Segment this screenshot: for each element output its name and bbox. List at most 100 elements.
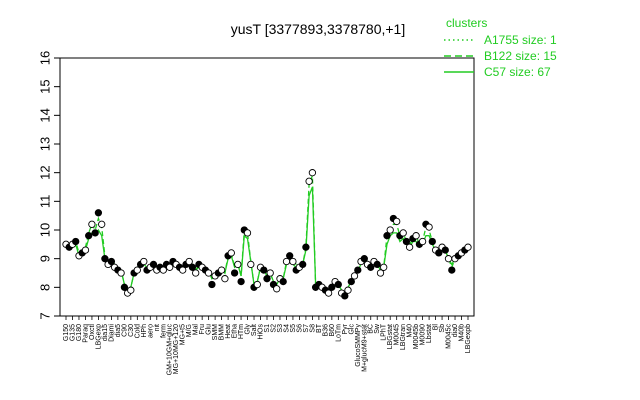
data-point	[208, 280, 216, 289]
x-tick-label: dia5	[115, 324, 122, 337]
x-tick-label: dia0	[452, 324, 459, 337]
x-tick-label: GlucoSMMPy	[355, 324, 362, 367]
data-point	[399, 229, 407, 237]
x-tick-label: HiOs	[258, 324, 265, 340]
x-tick-label: S5	[290, 324, 297, 333]
y-tick-label: 11	[37, 195, 52, 209]
data-point	[373, 260, 381, 269]
data-point	[101, 255, 109, 263]
x-tick-label: Fru	[199, 324, 206, 335]
x-tick-label: Mal	[193, 324, 200, 336]
data-point	[402, 237, 411, 246]
y-tick-label: 16	[37, 51, 52, 65]
x-tick-label: S6	[296, 324, 303, 333]
x-tick-label: BMM	[219, 324, 226, 341]
chart-title: yusT [3377893,3378780,+1]	[231, 21, 406, 37]
legend-entry-label: C57 size: 67	[484, 65, 551, 79]
x-tick-label: Bl	[433, 324, 440, 331]
x-axis: G150 G135 G180 Paraq Oxctl LBGexp dia15 Diami di…	[63, 316, 472, 375]
data-point	[289, 257, 297, 266]
y-tick-label: 13	[37, 137, 52, 151]
x-tick-label: Oxctl	[89, 324, 96, 340]
x-tick-label: ferm	[160, 324, 167, 338]
data-point	[192, 269, 200, 277]
x-tick-label: Pyr	[342, 323, 349, 334]
x-tick-label: G150	[63, 324, 70, 341]
x-tick-label: G180	[76, 324, 83, 341]
data-point	[85, 232, 93, 240]
y-tick-label: 12	[37, 165, 52, 179]
x-tick-label: Salt	[251, 324, 258, 336]
x-tick-label: Sb	[439, 324, 446, 333]
x-tick-label: dia15	[102, 324, 109, 341]
y-tick-label: 15	[37, 79, 52, 93]
data-point	[444, 255, 453, 263]
data-point	[221, 275, 229, 283]
data-point	[179, 266, 187, 274]
data-point	[308, 169, 317, 177]
data-point	[428, 237, 436, 246]
data-point	[441, 246, 449, 254]
x-tick-label: LoTm	[335, 324, 342, 342]
data-point	[237, 277, 245, 286]
x-tick-label: HTm	[238, 324, 245, 339]
data-point	[418, 237, 427, 246]
x-tick-label: M0045c	[446, 324, 453, 349]
x-tick-label: GM+10GM+gluc	[167, 324, 174, 376]
x-tick-label: M40b	[459, 324, 466, 342]
data-point	[188, 263, 197, 271]
data-points	[62, 169, 472, 300]
x-tick-label: LBGexp	[95, 324, 102, 349]
data-point	[386, 226, 394, 234]
x-tick-label: aero	[147, 324, 154, 338]
x-tick-label: LPhT	[381, 323, 388, 340]
x-tick-label: MG+10MG+120	[173, 324, 180, 374]
x-tick-label: LBGstat	[387, 324, 394, 349]
x-tick-label: M+glucM9+stat	[361, 324, 368, 372]
data-point	[120, 283, 129, 291]
data-point	[266, 269, 274, 277]
x-tick-label: S7	[303, 324, 310, 333]
data-point	[88, 220, 96, 228]
legend: clusters A1755 size: 1 B122 size: 15 C57 s…	[444, 16, 557, 79]
x-tick-label: G135	[69, 324, 76, 341]
x-tick-label: Heat	[225, 324, 232, 339]
y-tick-label: 7	[37, 312, 52, 319]
data-point	[81, 246, 90, 254]
legend-entry-label: A1755 size: 1	[484, 33, 557, 47]
x-tick-label: C30	[128, 324, 135, 337]
x-tick-label: S2	[270, 324, 277, 333]
y-tick-label: 9	[37, 255, 52, 262]
x-tick-label: Gly	[245, 324, 252, 335]
data-point	[204, 269, 213, 277]
data-point	[260, 266, 268, 274]
x-tick-label: B36	[322, 324, 329, 337]
data-point	[435, 249, 443, 257]
data-point	[227, 249, 235, 257]
data-point	[286, 252, 294, 260]
data-point	[140, 257, 148, 266]
x-tick-label: Diami	[108, 324, 115, 342]
x-tick-label: Sw	[374, 323, 381, 334]
x-tick-label: Glc	[348, 324, 355, 335]
y-tick-label: 14	[37, 108, 52, 122]
x-tick-label: S8	[309, 324, 316, 333]
x-tick-label: Glu	[206, 324, 213, 335]
data-point	[263, 275, 271, 283]
data-point	[425, 223, 433, 231]
x-tick-label: LBGtran	[400, 324, 407, 350]
x-tick-label: MG+t5	[180, 324, 187, 345]
data-point	[72, 237, 80, 246]
data-point	[464, 243, 472, 251]
data-point	[376, 269, 385, 277]
data-point	[305, 177, 313, 185]
x-tick-label: S3	[277, 324, 284, 333]
data-point	[412, 232, 420, 240]
x-tick-label: BT	[316, 323, 323, 333]
data-point	[273, 285, 281, 293]
data-point	[217, 266, 226, 274]
data-point	[91, 229, 99, 237]
x-tick-label: M0090	[420, 324, 427, 346]
x-tick-label: Etha	[232, 324, 239, 339]
data-point	[230, 269, 239, 277]
